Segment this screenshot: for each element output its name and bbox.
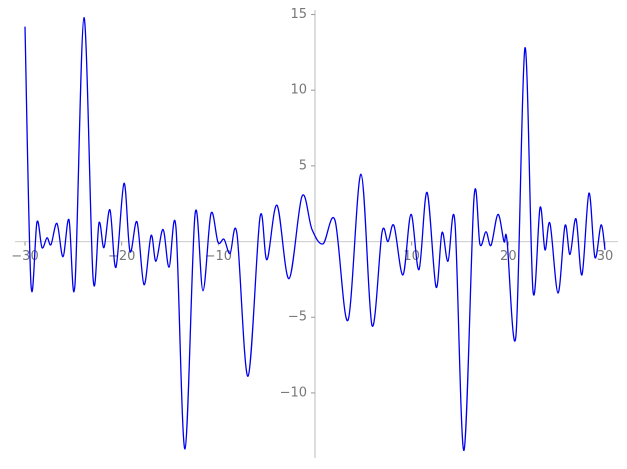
y-tick-label: −10 <box>280 385 307 400</box>
x-tick-label: −10 <box>205 249 232 264</box>
y-tick-label: 5 <box>299 158 307 173</box>
x-tick-label: −30 <box>11 249 38 264</box>
y-tick-label: 15 <box>290 7 307 22</box>
x-tick-label: 30 <box>597 249 614 264</box>
y-tick-label: −5 <box>288 310 307 325</box>
y-tick-label: 10 <box>290 83 307 98</box>
line <box>24 16 606 452</box>
